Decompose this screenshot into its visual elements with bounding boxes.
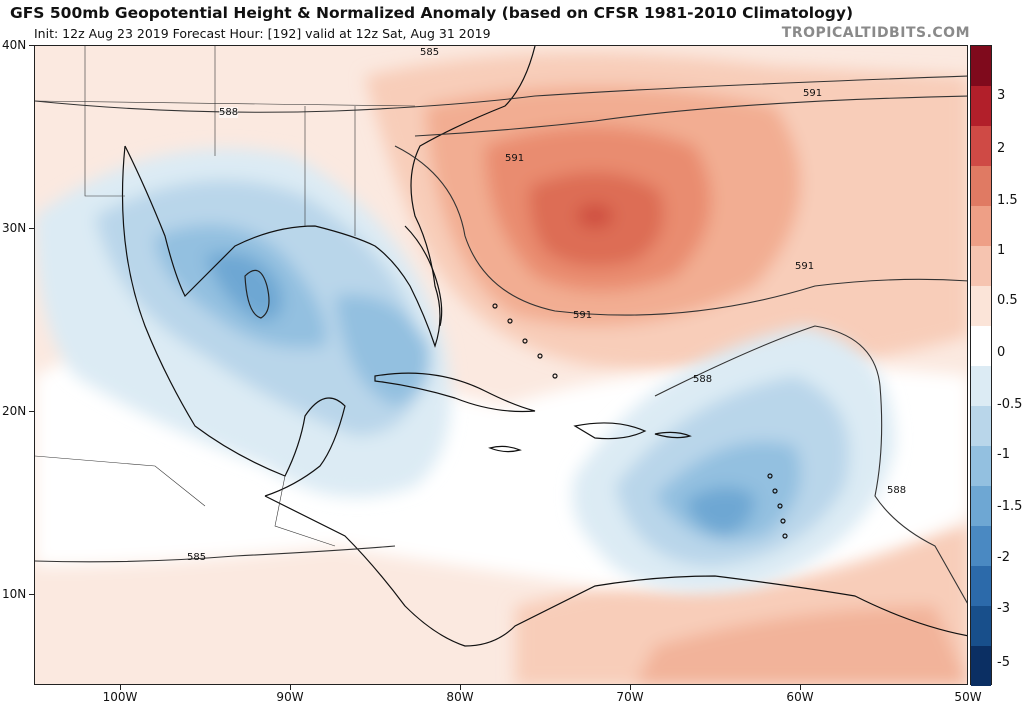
colorbar-label: 2 bbox=[997, 141, 1006, 156]
colorbar-label: -2 bbox=[997, 550, 1010, 565]
colorbar-label: -3 bbox=[997, 601, 1010, 616]
lon-label-70w: 70W bbox=[616, 690, 644, 704]
gulf-closed-contour bbox=[244, 269, 270, 319]
colorbar-label: 3 bbox=[997, 88, 1006, 103]
colorbar-label: -1 bbox=[997, 447, 1010, 462]
lat-label-10n: 10N bbox=[2, 587, 27, 601]
lat-tick bbox=[29, 594, 34, 595]
colorbar-label: 0 bbox=[997, 345, 1006, 360]
contour-label: 588 bbox=[887, 485, 907, 496]
contour-label: 591 bbox=[803, 88, 823, 99]
lat-tick bbox=[29, 45, 34, 46]
colorbar-label: 0.5 bbox=[997, 293, 1018, 308]
colorbar-swatch bbox=[971, 326, 991, 366]
colorbar-swatch bbox=[971, 166, 991, 206]
positive-anomaly-field bbox=[365, 53, 967, 684]
colorbar-swatch bbox=[971, 526, 991, 566]
colorbar-swatch bbox=[971, 486, 991, 526]
colorbar-label: -1.5 bbox=[997, 499, 1023, 514]
contour-label: 591 bbox=[505, 153, 525, 164]
lon-label-80w: 80W bbox=[446, 690, 474, 704]
colorbar-swatch bbox=[971, 646, 991, 686]
lon-label-90w: 90W bbox=[276, 690, 304, 704]
colorbar-swatch bbox=[971, 606, 991, 646]
lon-tick bbox=[290, 685, 291, 690]
lat-tick bbox=[29, 228, 34, 229]
colorbar-swatch bbox=[971, 126, 991, 166]
lat-label-40n: 40N bbox=[2, 38, 27, 52]
map-subtitle: Init: 12z Aug 23 2019 Forecast Hour: [19… bbox=[34, 26, 491, 41]
map-title: GFS 500mb Geopotential Height & Normaliz… bbox=[10, 4, 854, 22]
negative-anomaly-gulf bbox=[35, 148, 451, 498]
colorbar-label: -5 bbox=[997, 655, 1010, 670]
contour-label: 591 bbox=[573, 310, 593, 321]
colorbar-swatch bbox=[971, 46, 991, 86]
coastlines bbox=[121, 46, 967, 647]
site-watermark: TROPICALTIDBITS.COM bbox=[781, 25, 970, 41]
contour-label: 585 bbox=[187, 552, 207, 563]
negative-anomaly-atlantic bbox=[572, 326, 895, 591]
colorbar-swatch bbox=[971, 566, 991, 606]
colorbar-swatch bbox=[971, 86, 991, 126]
lon-tick bbox=[800, 685, 801, 690]
lon-tick bbox=[460, 685, 461, 690]
map-panel[interactable]: 585 588 591 591 591 591 588 588 585 bbox=[34, 45, 968, 685]
lon-label-100w: 100W bbox=[102, 690, 138, 704]
contour-label: 588 bbox=[219, 107, 239, 118]
political-borders bbox=[35, 46, 416, 547]
lat-label-20n: 20N bbox=[2, 404, 27, 418]
colorbar bbox=[970, 45, 992, 686]
anomaly-map bbox=[35, 46, 967, 684]
colorbar-label: -0.5 bbox=[997, 397, 1023, 412]
lat-tick bbox=[29, 411, 34, 412]
height-contours bbox=[35, 75, 967, 604]
colorbar-swatch bbox=[971, 286, 991, 326]
lon-label-50w: 50W bbox=[954, 690, 982, 704]
colorbar-swatch bbox=[971, 246, 991, 286]
lon-tick bbox=[120, 685, 121, 690]
colorbar-swatch bbox=[971, 406, 991, 446]
colorbar-label: 1 bbox=[997, 243, 1006, 258]
colorbar-label: 1.5 bbox=[997, 193, 1018, 208]
colorbar-swatch bbox=[971, 446, 991, 486]
contour-label: 591 bbox=[795, 261, 815, 272]
colorbar-swatch bbox=[971, 206, 991, 246]
contour-label: 585 bbox=[420, 47, 440, 58]
lat-label-30n: 30N bbox=[2, 221, 27, 235]
lon-label-60w: 60W bbox=[786, 690, 814, 704]
colorbar-swatch bbox=[971, 366, 991, 406]
lon-tick bbox=[630, 685, 631, 690]
contour-label: 588 bbox=[693, 374, 713, 385]
